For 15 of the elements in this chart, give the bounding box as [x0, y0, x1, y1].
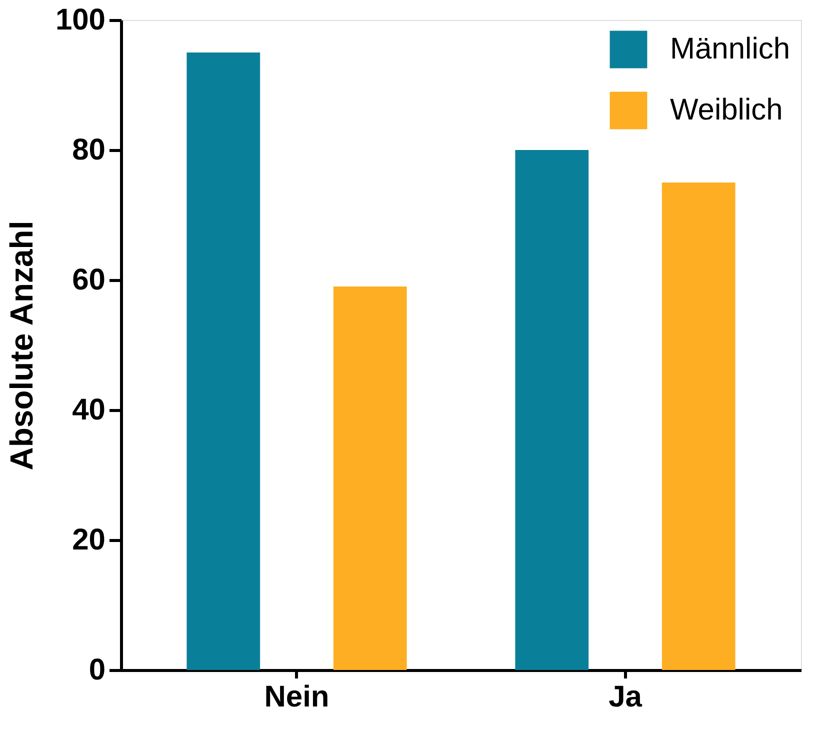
- y-tick-label: 80: [72, 134, 106, 166]
- legend-label: Weiblich: [670, 94, 783, 126]
- bar: [333, 286, 407, 670]
- y-tick-label: 100: [55, 4, 106, 36]
- x-tick-label: Nein: [264, 680, 330, 714]
- y-tick-label: 0: [88, 654, 106, 686]
- y-tick-label: 60: [72, 264, 106, 296]
- y-axis-title: Absolute Anzahl: [3, 220, 40, 470]
- bar: [662, 182, 736, 670]
- legend-label: Männlich: [670, 32, 790, 66]
- bar: [515, 150, 589, 670]
- x-tick-label: Ja: [608, 680, 642, 714]
- y-tick-label: 20: [72, 524, 106, 556]
- y-tick-label: 40: [72, 394, 106, 426]
- bar: [186, 52, 260, 670]
